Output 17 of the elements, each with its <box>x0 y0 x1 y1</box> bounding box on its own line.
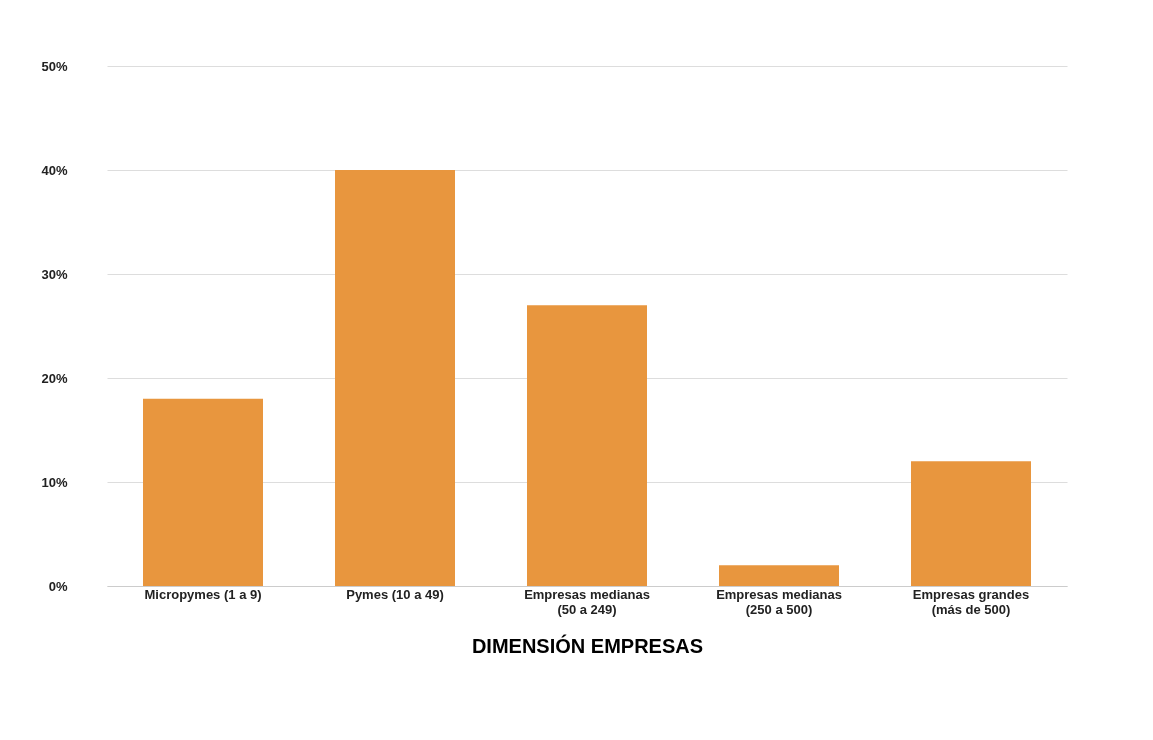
y-tick-label: 10% <box>41 474 68 490</box>
x-tick-label: Pymes (10 a 49) <box>346 586 444 602</box>
x-tick-label: Empresas medianas (250 a 500) <box>716 586 842 617</box>
x-tick-label: Micropymes (1 a 9) <box>144 586 262 602</box>
x-tick-label: Empresas grandes (más de 500) <box>912 586 1030 617</box>
y-tick-label: 20% <box>41 370 68 386</box>
bar <box>143 398 263 586</box>
x-tick-label: Empresas medianas (50 a 249) <box>524 586 650 617</box>
y-tick-label: 0% <box>48 578 68 594</box>
bar <box>527 305 647 586</box>
y-tick-label: 30% <box>41 266 68 282</box>
bar <box>719 565 839 586</box>
bar <box>335 170 455 586</box>
x-axis-title: DIMENSIÓN EMPRESAS <box>471 633 704 657</box>
bar <box>911 461 1031 586</box>
y-tick-label: 40% <box>41 162 68 178</box>
y-tick-label: 50% <box>41 58 68 74</box>
